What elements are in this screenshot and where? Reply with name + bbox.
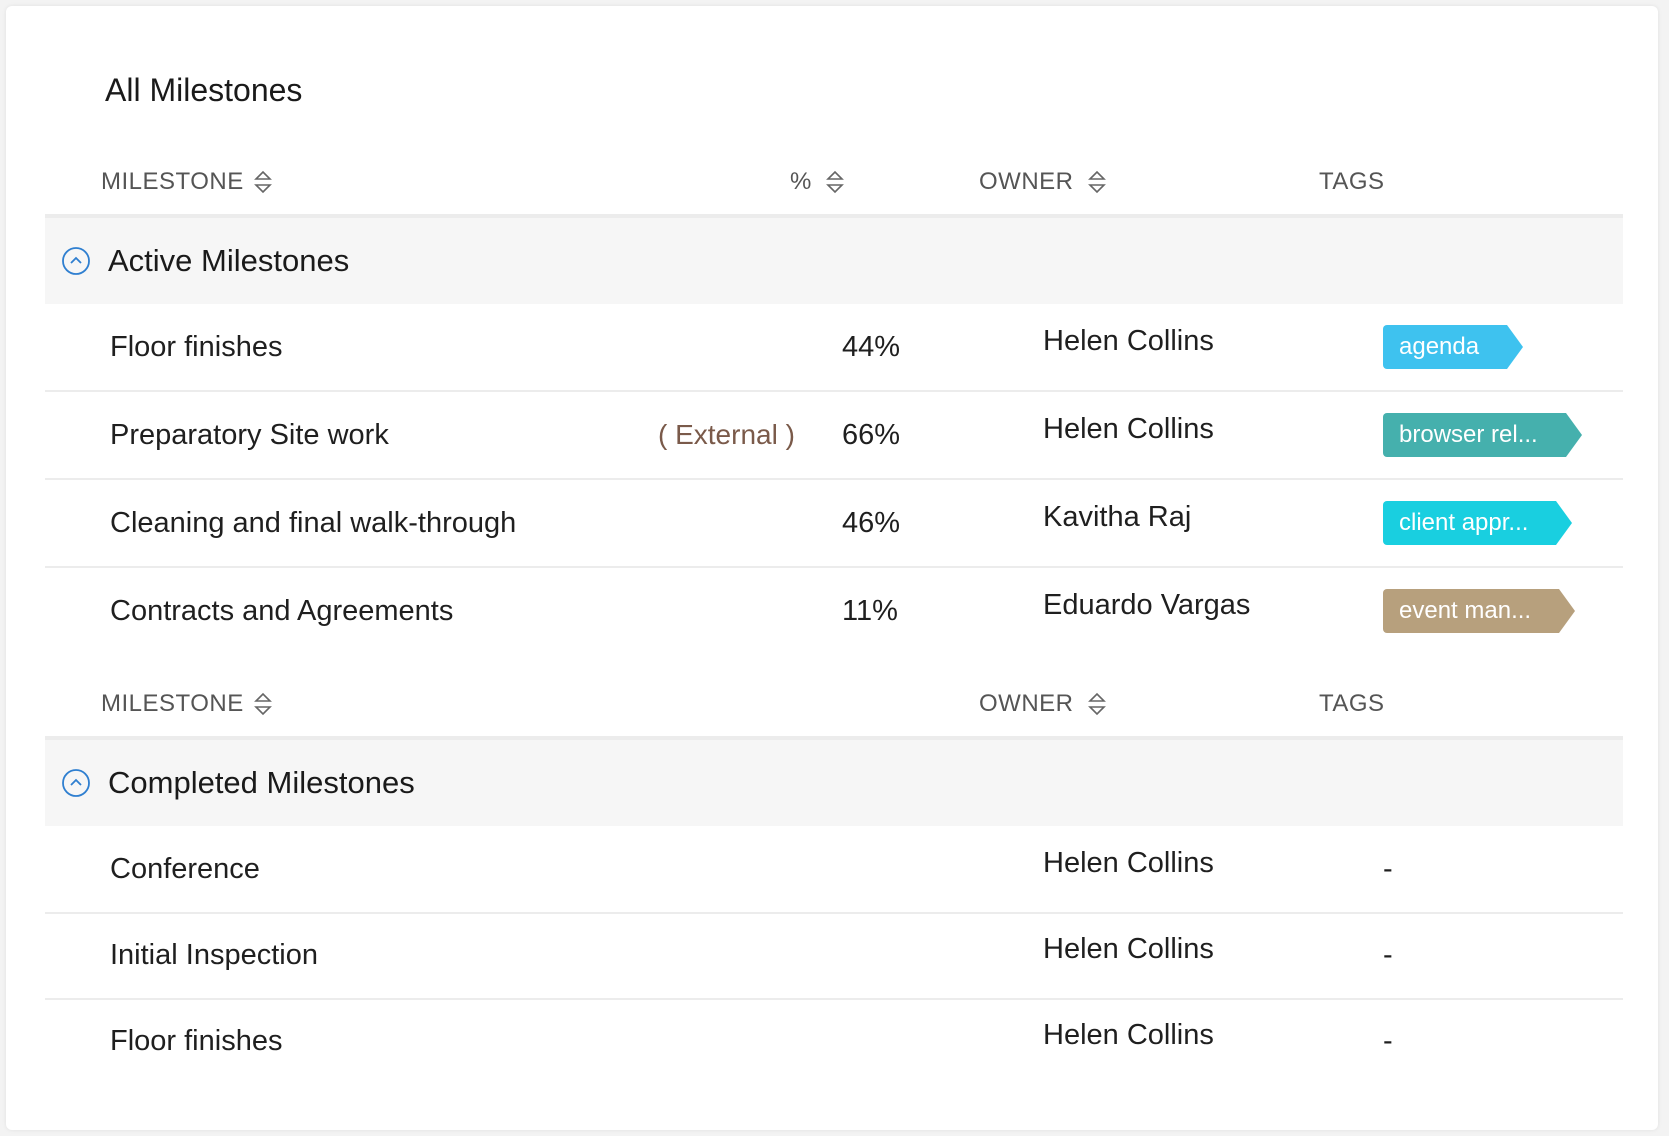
page-title: All Milestones: [105, 72, 303, 108]
percent-column-header[interactable]: %: [790, 150, 844, 214]
milestone-owner: Kavitha Raj: [1043, 500, 1192, 533]
completed-milestones-title: Completed Milestones: [108, 765, 415, 800]
collapse-icon[interactable]: [61, 246, 91, 276]
table-row: Preparatory Site work ( External ) 66% H…: [45, 392, 1623, 480]
milestone-name[interactable]: Floor finishes: [110, 330, 283, 363]
milestone-name[interactable]: Conference: [110, 852, 260, 885]
percent-column-label: %: [790, 168, 812, 195]
milestone-owner: Helen Collins: [1043, 932, 1214, 965]
tag-cell: agenda: [1383, 304, 1524, 390]
completed-milestones-group: Completed Milestones: [45, 740, 1623, 826]
owner-column-header[interactable]: OWNER: [979, 150, 1106, 214]
milestone-owner: Eduardo Vargas: [1043, 588, 1251, 621]
milestone-column-label: MILESTONE: [101, 690, 244, 717]
milestones-card: All Milestones MILESTONE % OWNER TAGS: [6, 6, 1658, 1130]
completed-table-header: MILESTONE OWNER TAGS: [45, 672, 1623, 740]
milestone-column-label: MILESTONE: [101, 168, 244, 195]
collapse-icon[interactable]: [61, 768, 91, 798]
table-row: Cleaning and final walk-through 46% Kavi…: [45, 480, 1623, 568]
owner-column-header[interactable]: OWNER: [979, 672, 1106, 736]
milestone-name[interactable]: Contracts and Agreements: [110, 594, 454, 627]
milestone-name[interactable]: Cleaning and final walk-through: [110, 506, 517, 539]
tag-badge[interactable]: client appr...: [1383, 501, 1573, 545]
milestone-name[interactable]: Preparatory Site work: [110, 418, 389, 451]
sort-icon[interactable]: [253, 691, 272, 717]
tag-badge[interactable]: browser rel...: [1383, 413, 1582, 457]
sort-icon[interactable]: [253, 169, 272, 195]
table-row: Floor finishes Helen Collins -: [45, 998, 1623, 1084]
owner-column-label: OWNER: [979, 168, 1074, 195]
milestone-owner: Helen Collins: [1043, 1018, 1214, 1051]
external-label: ( External ): [658, 419, 795, 450]
milestone-name[interactable]: Floor finishes: [110, 1024, 283, 1057]
table-row: Floor finishes 44% Helen Collins agenda: [45, 304, 1623, 392]
milestone-owner: Helen Collins: [1043, 412, 1214, 445]
tag-cell: client appr...: [1383, 480, 1573, 566]
tag-badge[interactable]: event man...: [1383, 589, 1576, 633]
tag-badge[interactable]: agenda: [1383, 325, 1524, 369]
sort-icon[interactable]: [1087, 691, 1106, 717]
active-milestones-title: Active Milestones: [108, 243, 350, 278]
owner-column-label: OWNER: [979, 690, 1074, 717]
tags-column-header: TAGS: [1319, 672, 1385, 736]
milestone-column-header[interactable]: MILESTONE: [101, 150, 272, 214]
milestone-percent: 46%: [842, 506, 901, 539]
milestone-percent: 44%: [842, 330, 901, 363]
tag-empty: -: [1383, 938, 1393, 971]
tags-column-header: TAGS: [1319, 150, 1385, 214]
tag-empty: -: [1383, 1024, 1393, 1057]
table-row: Conference Helen Collins -: [45, 826, 1623, 914]
sort-icon[interactable]: [1087, 169, 1106, 195]
tag-empty: -: [1383, 852, 1393, 885]
table-row: Contracts and Agreements 11% Eduardo Var…: [45, 568, 1623, 654]
milestone-column-header[interactable]: MILESTONE: [101, 672, 272, 736]
milestone-owner: Helen Collins: [1043, 324, 1214, 357]
sort-icon[interactable]: [825, 169, 844, 195]
table-row: Initial Inspection Helen Collins -: [45, 912, 1623, 1000]
tag-cell: browser rel...: [1383, 392, 1582, 478]
milestone-percent: 66%: [842, 418, 901, 451]
milestone-owner: Helen Collins: [1043, 846, 1214, 879]
active-milestones-group: Active Milestones: [45, 218, 1623, 304]
tags-column-label: TAGS: [1319, 690, 1385, 717]
tag-cell: event man...: [1383, 568, 1576, 654]
active-table-header: MILESTONE % OWNER TAGS: [45, 150, 1623, 218]
milestone-name[interactable]: Initial Inspection: [110, 938, 318, 971]
milestone-percent: 11%: [842, 594, 898, 627]
tags-column-label: TAGS: [1319, 168, 1385, 195]
